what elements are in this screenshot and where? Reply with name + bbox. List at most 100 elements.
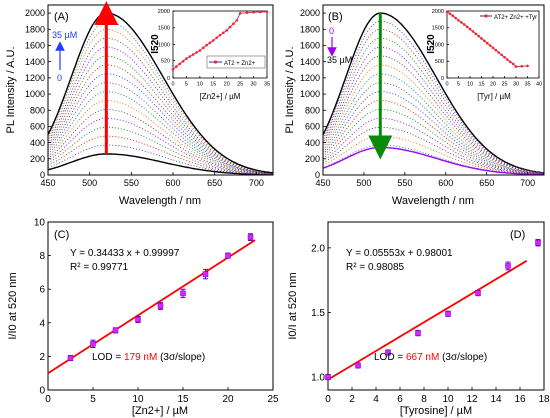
panel-d-xtick-label: 4 <box>373 394 379 405</box>
panel-d-axes: 0 2 4 6 8 10 12 14 16 18 1.0 1.5 2.0 <box>311 243 550 405</box>
panel-b-inset-legend: AT2+ Zn2+ +Tyr <box>494 15 537 21</box>
panel-b-xtick-label: 700 <box>520 178 535 188</box>
panel-a-xtick-label: 500 <box>82 178 97 188</box>
panel-b-spectrum-line <box>322 126 545 175</box>
panel-a-xtick-label: 600 <box>165 178 180 188</box>
panel-a-axes: 450 500 550 600 650 7000200400600800100012001… <box>25 8 264 188</box>
panel-b-conc-bottom: 35 µM <box>327 55 352 65</box>
panel-d-xtick-label: 10 <box>442 394 454 405</box>
panel-bi-point <box>488 44 492 47</box>
panel-d-xlabel: [Tyrosine] / µM <box>400 405 472 417</box>
panel-ai-point <box>185 57 188 60</box>
panel-d-xtick-label: 18 <box>538 394 550 405</box>
panel-a-ytick-label: 1200 <box>25 73 45 83</box>
panel-c-xtick-label: 5 <box>90 394 96 405</box>
panel-b-spectrum-line <box>322 82 545 175</box>
panel-c-point <box>135 316 141 323</box>
panel-ai-point <box>245 11 249 14</box>
panel-c-ytick-label: 6 <box>39 285 45 296</box>
panel-bi-point <box>451 14 455 17</box>
panel-a-ytick-label: 2000 <box>25 8 45 18</box>
panel-bi-point <box>477 34 480 38</box>
panel-c-frame <box>47 221 274 391</box>
panel-b-ytick-label: 200 <box>305 154 320 164</box>
panel-a-ytick-label: 200 <box>30 154 45 164</box>
panel-bi-point <box>508 60 512 64</box>
panel-bi-point <box>520 64 524 68</box>
panel-a-inset-xlabel: [Zn2+] / µM <box>200 92 241 101</box>
panel-b-spectrum-line <box>322 91 545 175</box>
panel-bi-point <box>526 64 529 68</box>
panel-ai-point <box>198 49 202 52</box>
panel-d-point <box>445 311 451 317</box>
panel-b-spectrum-line <box>322 144 545 176</box>
panel-bi-point <box>448 12 452 15</box>
panel-d-xtick-label: 16 <box>514 394 526 405</box>
panel-d-point <box>475 290 481 296</box>
panel-b-xtick-label: 500 <box>356 178 371 188</box>
panel-ai-xtick-label: 0 <box>171 82 174 88</box>
panel-ai-point <box>175 65 178 68</box>
panel-bi-ytick-label: 2000 <box>432 9 444 15</box>
panel-bi-point <box>465 25 469 29</box>
panel-b-axes: 450 500 550 600 650 7000200400600800100012001… <box>300 8 535 188</box>
panel-bi-point <box>506 58 509 61</box>
panel-ai-point <box>171 67 175 71</box>
panel-a-ytick-label: 400 <box>30 138 45 148</box>
panel-c-fit-equation: Y = 0.34433 x + 0.99997 <box>70 248 180 259</box>
panel-d-xtick-label: 0 <box>325 394 331 405</box>
panel-b-ytick-label: 1400 <box>300 57 320 67</box>
panel-a-ytick-label: 800 <box>30 105 45 115</box>
panel-a-xlabel: Wavelength / nm <box>119 195 201 207</box>
panel-bi-point <box>514 65 518 68</box>
panel-bi-xtick-label: 30 <box>513 82 519 88</box>
panel-bi-point <box>480 37 483 40</box>
panel-c-ytick-label: 0 <box>39 386 45 397</box>
panel-d-point <box>385 349 391 356</box>
panel-c-label: (C) <box>54 229 69 241</box>
panel-a-ytick-label: 1400 <box>25 57 45 67</box>
panel-a-ytick-label: 0 <box>40 170 45 180</box>
panel-a-ytick-label: 600 <box>30 122 45 132</box>
panel-c-fit-line <box>47 239 256 374</box>
panel-c-point <box>225 252 231 259</box>
panel-a-spectrum-line <box>47 28 274 174</box>
panel-b-inset-axes: 0 5 10 15 20 25 30 35 40 0 500 1000 1500 2000 <box>432 9 542 88</box>
panel-a-spectrum-line <box>47 55 274 174</box>
panel-bi-ytick-label: 0 <box>441 76 444 82</box>
panel-c-lod-value: 179 nM <box>124 352 157 363</box>
panel-ai-xtick-label: 10 <box>197 82 203 88</box>
panel-a-ytick-label: 1800 <box>25 24 45 34</box>
panel-bi-point <box>454 16 457 20</box>
panel-a-spectrum-line <box>47 91 274 175</box>
panel-a-spectrum-line <box>47 12 274 174</box>
panel-ai-point <box>238 12 242 15</box>
panel-d-point <box>535 239 541 246</box>
panel-a-conc-top: 35 µM <box>52 30 77 40</box>
panel-a-spectrum-line <box>47 153 273 176</box>
panel-ai-ytick-label: 1000 <box>158 42 170 48</box>
panel-d-xtick-label: 12 <box>466 394 478 405</box>
panel-b-xtick-label: 550 <box>397 178 412 188</box>
panel-bi-ytick-label: 1000 <box>432 42 444 48</box>
panel-b-spectrum-line <box>322 37 545 174</box>
panel-c-point <box>112 327 119 334</box>
panel-b-spectrum-line <box>322 100 545 175</box>
panel-b-ytick-label: 1600 <box>300 41 320 51</box>
panel-b-spectrum-line <box>322 108 545 175</box>
panel-b-ytick-label: 1200 <box>300 73 320 83</box>
panel-d-fit-equation: Y = 0.05553x + 0.98001 <box>346 248 453 259</box>
panel-c-ytick-label: 8 <box>39 251 45 262</box>
panel-a-spectrum-line <box>47 126 274 175</box>
panel-b-ytick-label: 400 <box>305 138 320 148</box>
panel-bi-xtick-label: 40 <box>536 82 542 88</box>
panel-b: 450 500 550 600 650 7000200400600800100012001… <box>284 4 545 207</box>
panel-a: 450 500 550 600 650 7000200400600800100012001… <box>5 1 274 207</box>
panel-ai-point <box>201 46 205 50</box>
panel-a-label: (A) <box>54 11 69 23</box>
panel-b-spectrum-line <box>322 28 545 174</box>
panel-b-inset-ylabel: I520 <box>426 34 437 54</box>
panel-b-conc-top: 0 <box>329 26 334 36</box>
panel-c-ytick-label: 4 <box>39 318 45 329</box>
panel-a-inset-series <box>171 10 269 71</box>
